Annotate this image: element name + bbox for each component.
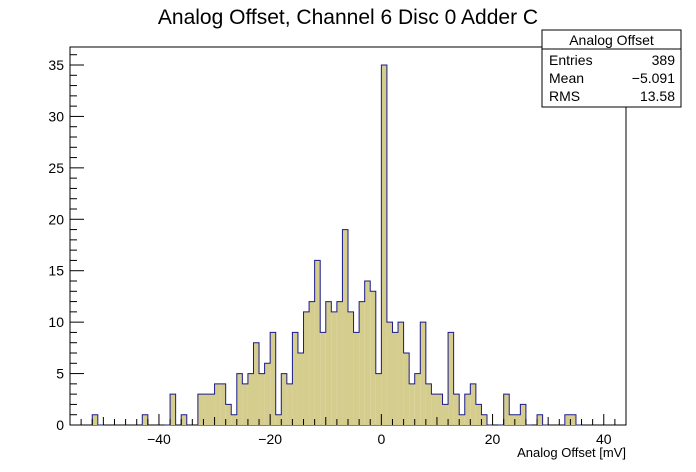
histogram-bar [142, 414, 148, 425]
histogram-bars [91, 64, 582, 426]
histogram-bar [336, 301, 343, 425]
histogram-bar [564, 414, 571, 425]
histogram-bar [247, 373, 254, 425]
histogram-bar [225, 404, 232, 425]
chart-title: Analog Offset, Channel 6 Disc 0 Adder C [158, 6, 538, 29]
histogram-bar [320, 332, 326, 425]
stats-rms-label: RMS [549, 88, 580, 104]
histogram-bar [425, 383, 432, 425]
histogram-bar [375, 373, 382, 425]
histogram-outline [91, 64, 582, 426]
stats-mean-value: −5.091 [632, 70, 675, 86]
histogram-bar [364, 281, 371, 425]
histogram-bar [386, 322, 393, 425]
histogram-bar [214, 383, 221, 425]
histogram-bar [453, 394, 460, 425]
histogram-bar [231, 414, 237, 425]
x-axis-title: Analog Offset [mV] [517, 445, 626, 460]
histogram-bar [236, 373, 243, 425]
histogram-bar [264, 363, 271, 425]
histogram-bar [414, 373, 421, 425]
x-tick-label: 20 [485, 431, 501, 447]
histogram-bar [209, 394, 215, 425]
histogram-bar [570, 414, 576, 425]
x-tick-label: −40 [147, 431, 171, 447]
histogram-bar [281, 373, 287, 425]
histogram-bar [537, 414, 543, 425]
histogram-bar [181, 414, 187, 425]
histogram-bar [220, 383, 226, 425]
histogram-bar [253, 342, 260, 425]
histogram-bar [303, 311, 310, 425]
y-tick-label: 30 [48, 108, 64, 124]
histogram-bar [203, 394, 209, 425]
stats-rms-value: 13.58 [640, 88, 675, 104]
histogram-bar [286, 383, 293, 425]
histogram-bar [514, 414, 521, 425]
y-axis: 0 5 10 15 20 25 30 35 [48, 54, 84, 433]
histogram-bar [370, 291, 376, 425]
histogram-bar [170, 394, 176, 425]
stats-mean-label: Mean [549, 70, 584, 86]
histogram-bar [270, 332, 276, 425]
histogram-bar [448, 332, 454, 425]
stats-box-frame [541, 29, 682, 108]
histogram-bar [470, 383, 476, 425]
histogram-bar [459, 414, 465, 425]
histogram-bar [314, 260, 321, 425]
x-tick-label: 40 [596, 431, 612, 447]
histogram-bar [342, 229, 348, 425]
histogram-bar [325, 301, 332, 425]
histogram-bar [420, 322, 426, 425]
histogram-bar [292, 332, 298, 425]
y-tick-label: 5 [56, 366, 64, 382]
histogram-bar [520, 404, 526, 425]
histogram-bar [392, 332, 399, 425]
stats-entries-label: Entries [549, 52, 593, 68]
histogram-bar [275, 414, 282, 425]
histogram-bar [436, 394, 443, 425]
x-tick-label: 0 [377, 431, 385, 447]
histogram-bar [381, 65, 387, 425]
y-tick-label: 15 [48, 263, 64, 279]
histogram-bar [503, 394, 510, 425]
histogram-bar [242, 383, 248, 425]
y-tick-label: 0 [56, 417, 64, 433]
stats-box: Analog Offset Entries 389 Mean −5.091 RM… [541, 29, 682, 108]
histogram-bar [92, 414, 98, 425]
histogram-bar [353, 332, 360, 425]
histogram-bar [475, 404, 482, 425]
x-tick-label: −20 [258, 431, 282, 447]
x-axis: −40 −20 0 20 40 [69, 414, 627, 447]
histogram-bar [431, 394, 437, 425]
histogram-bar [331, 311, 337, 425]
histogram-bar [409, 383, 415, 425]
histogram-bar [442, 404, 449, 425]
histogram-bar [197, 394, 204, 425]
histogram-bar [509, 414, 515, 425]
histogram-bar [359, 301, 365, 425]
histogram-bar [403, 353, 410, 425]
y-tick-label: 35 [48, 57, 64, 73]
stats-box-title: Analog Offset [569, 32, 654, 48]
histogram-bar [297, 353, 304, 425]
stats-entries-value: 389 [652, 52, 676, 68]
histogram-bar [309, 301, 315, 425]
y-tick-label: 10 [48, 314, 64, 330]
histogram-bar [398, 322, 404, 425]
histogram-bar [259, 373, 265, 425]
y-tick-label: 25 [48, 160, 64, 176]
histogram-bar [481, 414, 487, 425]
y-tick-label: 20 [48, 211, 64, 227]
histogram-bar [464, 394, 471, 425]
histogram-bar [348, 311, 354, 425]
